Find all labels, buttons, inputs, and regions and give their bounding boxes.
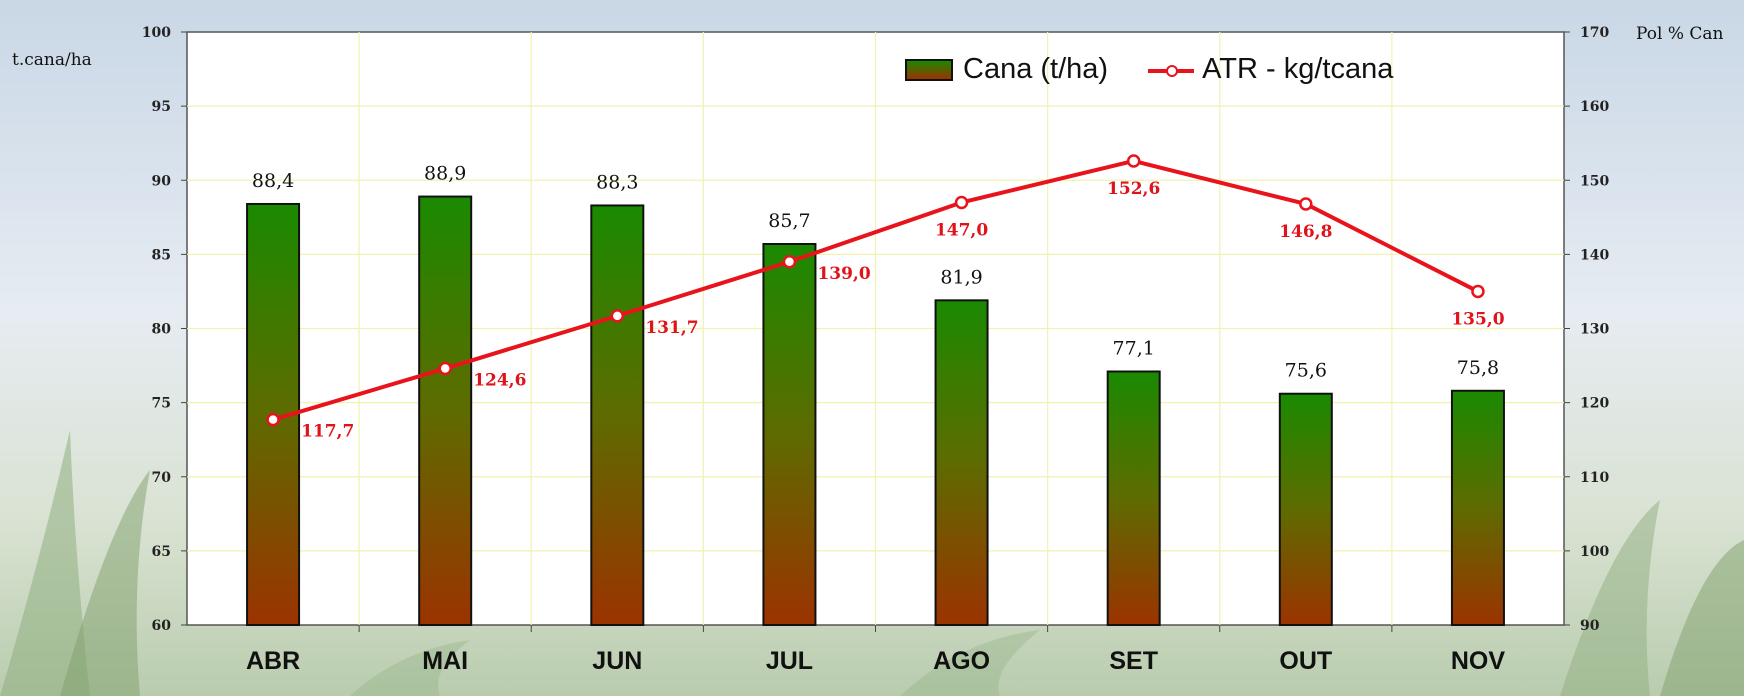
legend-label-cana: Cana (t/ha) [963,53,1109,85]
bar-value-label: 88,3 [596,171,638,193]
legend-swatch-line [1148,61,1195,79]
legend-swatch-bar [905,58,953,81]
atr-point [782,255,797,269]
bar [590,204,645,626]
bar-value-label: 75,6 [1285,360,1327,382]
y-tick-label-left: 95 [152,99,171,115]
bar-value-label: 88,4 [252,170,294,192]
y-tick-label-left: 90 [152,173,172,189]
x-tick-label: OUT [1279,647,1332,675]
bar [418,195,473,626]
y-tick-label-left: 65 [152,544,171,560]
y-tick-label-right: 150 [1580,173,1609,189]
bar [1278,392,1333,627]
bar-value-label: 77,1 [1113,337,1155,359]
x-tick-label: SET [1109,647,1158,675]
y-tick-label-left: 100 [142,25,171,41]
y-tick-label-right: 170 [1580,25,1609,41]
x-tick-label: MAI [422,647,468,675]
bar-value-label: 85,7 [768,210,810,232]
y-tick-label-left: 80 [152,322,172,338]
x-tick-label: JUN [592,647,642,675]
bar-value-label: 81,9 [940,266,982,288]
y-tick-label-right: 130 [1580,322,1609,338]
atr-value-label: 124,6 [473,371,526,391]
y-tick-label-left: 70 [152,470,172,486]
y-tick-label-left: 60 [152,618,172,634]
gridlines [187,32,1564,625]
atr-line [272,158,1479,422]
atr-value-label: 117,7 [301,422,354,442]
atr-point [1471,284,1485,299]
atr-value-label: 152,6 [1107,179,1160,199]
atr-point [438,361,452,376]
atr-value-label: 139,0 [817,264,870,284]
bar-value-label: 88,9 [424,163,466,185]
atr-value-label: 135,0 [1451,309,1504,329]
atr-value-label: 146,8 [1279,222,1332,242]
bar-value-label: 75,8 [1457,357,1499,379]
bar [762,242,817,626]
y-tick-label-right: 110 [1580,470,1609,486]
bar [934,299,989,626]
bar [1106,370,1161,626]
legend-item-cana: Cana (t/ha) [905,53,1108,86]
bar-series [246,195,1505,627]
y-axis-title-right: Pol % Can [1636,24,1724,44]
y-axis-title-left: t.cana/ha [12,50,92,70]
x-tick-label: JUL [766,647,813,675]
atr-point [954,195,969,210]
y-tick-label-right: 90 [1580,618,1600,634]
atr-point [1299,197,1313,211]
atr-point [610,309,625,323]
atr-value-label: 131,7 [645,318,698,338]
legend-item-atr: ATR - kg/tcana [1148,53,1393,86]
atr-point [1126,154,1141,168]
y-tick-label-right: 160 [1580,99,1609,115]
y-tick-label-right: 120 [1580,396,1609,412]
line-series [266,154,1485,427]
y-tick-label-left: 75 [152,396,171,412]
x-tick-label: AGO [933,647,990,675]
bar [1450,389,1505,627]
x-tick-label: NOV [1451,647,1506,675]
data-labels: 88,4 88,9 88,3 85,7 81,9 77,1 75,6 75,8 117,7 124… [252,163,1505,442]
legend-label-atr: ATR - kg/tcana [1202,53,1394,85]
atr-point [266,412,280,427]
x-tick-label: ABR [246,647,300,675]
y-tick-label-left: 85 [152,247,171,263]
axes: 60 65 70 75 80 85 90 95 100 90 100 110 120 130 140 150 1… [142,25,1610,675]
atr-value-label: 147,0 [935,220,988,240]
legend: Cana (t/ha) ATR - kg/tcana [905,53,1433,86]
y-tick-label-right: 140 [1580,247,1609,263]
y-tick-label-right: 100 [1580,544,1609,560]
